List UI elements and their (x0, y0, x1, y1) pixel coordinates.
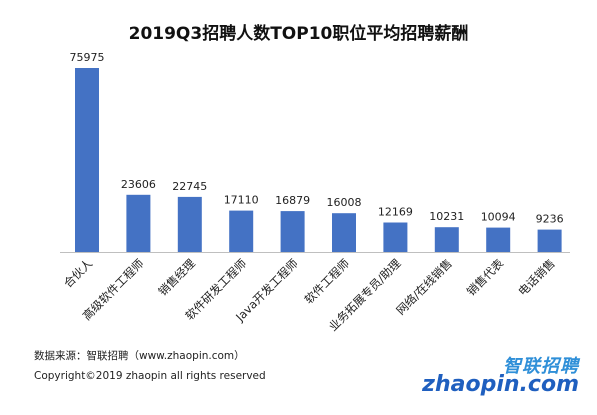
bar-4 (280, 211, 305, 252)
bar-6 (383, 222, 408, 252)
bar-7 (434, 227, 459, 252)
value-label-1: 23606 (121, 178, 156, 191)
bar-9 (537, 229, 562, 252)
copyright-note: Copyright©2019 zhaopin all rights reserv… (34, 370, 266, 382)
value-label-5: 16008 (327, 196, 362, 209)
bar-8 (486, 227, 511, 252)
value-label-4: 16879 (275, 194, 310, 207)
category-label-5: 软件工程师 (302, 256, 353, 307)
category-label-2: 销售经理 (155, 256, 198, 299)
logo-text-cn: 智联招聘 (503, 356, 579, 377)
bar-3 (229, 210, 254, 252)
data-source-note: 数据来源：智联招聘（www.zhaopin.com） (34, 350, 245, 362)
labels-layer: 75975合伙人23606高级软件工程师22745销售经理17110软件研发工程… (61, 51, 564, 334)
bar-0 (75, 68, 99, 252)
bar-2 (177, 196, 202, 252)
value-label-9: 9236 (536, 213, 564, 226)
value-label-3: 17110 (224, 194, 259, 207)
bars-layer (75, 68, 562, 252)
chart-title: 2019Q3招聘人数TOP10职位平均招聘薪酬 (128, 24, 469, 44)
category-label-0: 合伙人 (61, 256, 96, 291)
category-label-9: 电话销售 (515, 256, 557, 298)
logo-text-word: zhaopin.com (422, 372, 579, 397)
bar-5 (332, 213, 356, 252)
category-label-8: 销售代表 (464, 256, 507, 299)
value-label-0: 75975 (70, 51, 105, 64)
value-label-8: 10094 (481, 211, 516, 224)
value-label-6: 12169 (378, 206, 413, 219)
bar-1 (126, 194, 151, 252)
value-label-7: 10231 (429, 210, 464, 223)
value-label-2: 22745 (172, 180, 207, 193)
zhaopin-logo: 智联招聘 zhaopin.com (422, 352, 585, 402)
